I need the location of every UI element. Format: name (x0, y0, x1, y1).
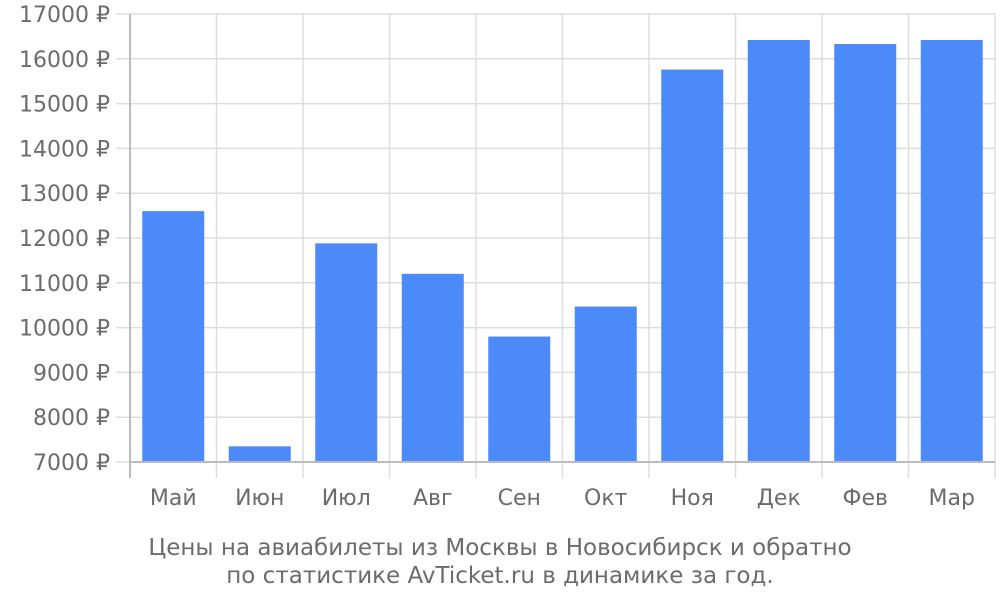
y-tick-label: 16000 ₽ (19, 48, 110, 73)
y-tick-label: 13000 ₽ (19, 182, 110, 207)
bar-10 (920, 39, 983, 462)
x-tick-label: Сен (498, 486, 541, 511)
chart-caption-line-1: Цены на авиабилеты из Москвы в Новосибир… (148, 535, 852, 561)
x-tick-label: Ноя (671, 486, 714, 511)
y-tick-label: 12000 ₽ (19, 227, 110, 252)
bar-4 (401, 273, 464, 462)
x-tick-label: Мар (929, 486, 975, 511)
x-tick-label: Дек (757, 486, 801, 511)
y-tick-label: 10000 ₽ (19, 317, 110, 342)
x-tick-label: Окт (584, 486, 628, 511)
x-tick-label: Июн (235, 486, 284, 511)
bar-5 (488, 336, 551, 462)
bar-9 (834, 44, 897, 463)
y-tick-label: 14000 ₽ (19, 137, 110, 162)
bar-8 (747, 39, 810, 462)
bars (142, 39, 983, 463)
y-tick-label: 9000 ₽ (33, 361, 110, 386)
bar-2 (228, 446, 291, 462)
price-bar-chart: 7000 ₽ 8000 ₽ 9000 ₽ 10000 ₽ 11000 ₽ 12000 ₽ 1… (19, 3, 996, 511)
bar-1 (142, 211, 205, 462)
x-tick-label: Авг (413, 486, 453, 511)
y-tick-label: 7000 ₽ (33, 451, 110, 476)
y-tick-label: 17000 ₽ (19, 3, 110, 28)
bar-6 (574, 306, 637, 462)
x-tick-label: Май (150, 486, 197, 511)
tick-labels: 7000 ₽ 8000 ₽ 9000 ₽ 10000 ₽ 11000 ₽ 12000 ₽ 1… (19, 3, 975, 511)
x-tick-label: Июл (322, 486, 371, 511)
x-tick-label: Фев (843, 486, 888, 511)
bar-7 (661, 69, 724, 462)
bar-3 (315, 243, 378, 462)
y-tick-label: 15000 ₽ (19, 93, 110, 118)
axes (129, 14, 995, 478)
y-tick-label: 11000 ₽ (19, 272, 110, 297)
y-tick-label: 8000 ₽ (33, 406, 110, 431)
chart-caption-line-2: по статистике AvTicket.ru в динамике за … (226, 563, 774, 589)
